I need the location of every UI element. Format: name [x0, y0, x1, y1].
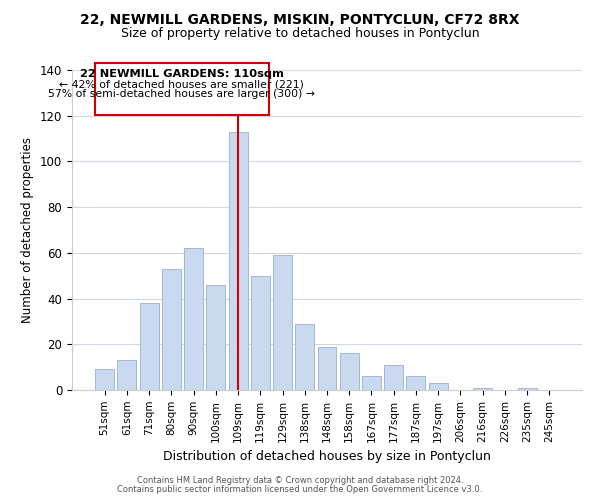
- Y-axis label: Number of detached properties: Number of detached properties: [22, 137, 34, 323]
- Bar: [140, 303, 158, 390]
- Bar: [317, 346, 337, 390]
- Bar: [295, 324, 314, 390]
- FancyBboxPatch shape: [95, 63, 269, 114]
- Bar: [162, 269, 181, 390]
- Bar: [384, 365, 403, 390]
- Bar: [518, 388, 536, 390]
- Bar: [118, 360, 136, 390]
- Bar: [95, 370, 114, 390]
- Text: 22 NEWMILL GARDENS: 110sqm: 22 NEWMILL GARDENS: 110sqm: [80, 69, 284, 79]
- Text: Contains public sector information licensed under the Open Government Licence v3: Contains public sector information licen…: [118, 485, 482, 494]
- Bar: [406, 376, 425, 390]
- Bar: [206, 285, 225, 390]
- Text: Contains HM Land Registry data © Crown copyright and database right 2024.: Contains HM Land Registry data © Crown c…: [137, 476, 463, 485]
- X-axis label: Distribution of detached houses by size in Pontyclun: Distribution of detached houses by size …: [163, 450, 491, 463]
- Bar: [229, 132, 248, 390]
- Bar: [340, 354, 359, 390]
- Text: 22, NEWMILL GARDENS, MISKIN, PONTYCLUN, CF72 8RX: 22, NEWMILL GARDENS, MISKIN, PONTYCLUN, …: [80, 12, 520, 26]
- Bar: [251, 276, 270, 390]
- Bar: [429, 383, 448, 390]
- Bar: [362, 376, 381, 390]
- Text: ← 42% of detached houses are smaller (221): ← 42% of detached houses are smaller (22…: [59, 79, 304, 89]
- Text: 57% of semi-detached houses are larger (300) →: 57% of semi-detached houses are larger (…: [49, 90, 316, 100]
- Bar: [184, 248, 203, 390]
- Text: Size of property relative to detached houses in Pontyclun: Size of property relative to detached ho…: [121, 28, 479, 40]
- Bar: [273, 255, 292, 390]
- Bar: [473, 388, 492, 390]
